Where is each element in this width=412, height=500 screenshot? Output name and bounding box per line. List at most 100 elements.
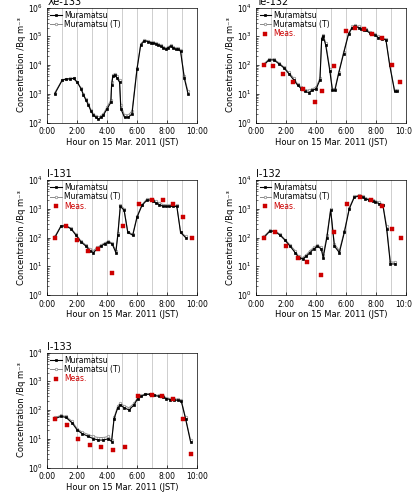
Muramatsu	[332, 88, 337, 94]
Muramatsu (T)	[367, 196, 372, 202]
Muramatsu (T)	[134, 213, 139, 219]
Muramatsu (T)	[262, 61, 267, 67]
Meas.	[171, 396, 176, 402]
Muramatsu (T)	[80, 429, 85, 435]
Meas.	[361, 26, 366, 32]
Muramatsu	[115, 404, 120, 410]
Muramatsu	[341, 50, 346, 56]
Meas.	[273, 230, 278, 235]
Muramatsu	[324, 234, 329, 240]
Meas.	[280, 70, 285, 76]
Meas.	[345, 200, 350, 206]
X-axis label: Hour on 15 Mar. 2011 (JST): Hour on 15 Mar. 2011 (JST)	[275, 310, 387, 319]
Muramatsu	[176, 46, 180, 52]
Muramatsu (T)	[110, 72, 115, 78]
Muramatsu	[148, 40, 153, 46]
Muramatsu	[138, 42, 143, 48]
Muramatsu (T)	[108, 97, 113, 103]
Muramatsu (T)	[178, 228, 183, 234]
Muramatsu (T)	[157, 392, 162, 398]
Meas.	[368, 197, 373, 203]
Muramatsu (T)	[113, 248, 118, 254]
Muramatsu (T)	[143, 390, 147, 396]
Muramatsu (T)	[306, 88, 311, 94]
Muramatsu (T)	[315, 242, 320, 248]
Text: I-133: I-133	[47, 342, 72, 351]
Muramatsu	[108, 100, 113, 105]
Muramatsu	[94, 114, 98, 120]
Muramatsu (T)	[393, 259, 398, 265]
Line: Meas.: Meas.	[53, 198, 194, 275]
Muramatsu	[380, 36, 385, 42]
Muramatsu	[153, 40, 158, 46]
Muramatsu (T)	[388, 259, 393, 265]
Muramatsu	[110, 74, 115, 80]
Muramatsu (T)	[295, 81, 300, 87]
Muramatsu (T)	[299, 84, 304, 90]
Muramatsu	[328, 68, 332, 74]
Muramatsu (T)	[185, 88, 190, 94]
Line: Muramatsu: Muramatsu	[262, 25, 398, 94]
Muramatsu (T)	[95, 244, 100, 250]
Muramatsu (T)	[321, 252, 325, 258]
Muramatsu	[356, 24, 361, 30]
Muramatsu	[372, 32, 377, 38]
Muramatsu (T)	[110, 240, 115, 246]
Muramatsu	[106, 239, 111, 245]
Muramatsu	[268, 228, 273, 234]
Meas.	[76, 436, 81, 442]
Muramatsu	[89, 108, 94, 114]
Muramatsu	[352, 24, 357, 30]
Muramatsu	[118, 204, 123, 210]
Muramatsu (T)	[370, 197, 375, 203]
Text: I-132: I-132	[256, 169, 281, 179]
Muramatsu	[52, 91, 57, 97]
Muramatsu (T)	[328, 206, 333, 212]
Muramatsu	[68, 226, 73, 232]
Muramatsu	[79, 86, 84, 91]
Legend: Muramatsu, Muramatsu (T): Muramatsu, Muramatsu (T)	[50, 10, 122, 29]
Muramatsu	[84, 97, 89, 103]
Meas.	[188, 451, 193, 457]
Muramatsu	[105, 106, 110, 112]
Meas.	[63, 223, 68, 229]
Legend: Muramatsu, Muramatsu (T), Meas.: Muramatsu, Muramatsu (T), Meas.	[50, 182, 122, 212]
Muramatsu	[63, 414, 68, 420]
Line: Muramatsu (T): Muramatsu (T)	[263, 194, 397, 264]
Muramatsu (T)	[75, 79, 80, 85]
Muramatsu	[122, 207, 126, 213]
Muramatsu (T)	[337, 248, 342, 254]
Muramatsu (T)	[134, 65, 139, 71]
Muramatsu (T)	[102, 240, 107, 246]
Meas.	[380, 204, 385, 210]
Muramatsu (T)	[129, 108, 134, 114]
Muramatsu (T)	[106, 238, 111, 244]
Muramatsu (T)	[101, 434, 106, 440]
Muramatsu	[59, 414, 63, 420]
Muramatsu (T)	[98, 113, 103, 119]
Meas.	[180, 416, 185, 422]
Muramatsu (T)	[318, 75, 323, 81]
Muramatsu	[392, 88, 397, 94]
Muramatsu	[300, 256, 305, 262]
Muramatsu	[131, 402, 136, 408]
Muramatsu (T)	[286, 70, 291, 75]
Muramatsu	[109, 82, 114, 88]
Muramatsu (T)	[118, 400, 123, 406]
Muramatsu	[370, 31, 375, 37]
Muramatsu	[81, 92, 86, 98]
Muramatsu (T)	[161, 202, 166, 207]
Muramatsu (T)	[377, 199, 382, 205]
Muramatsu (T)	[357, 192, 362, 198]
Muramatsu	[110, 241, 115, 247]
Muramatsu	[384, 226, 389, 232]
Muramatsu (T)	[178, 47, 183, 53]
Muramatsu	[319, 246, 324, 252]
Meas.	[122, 444, 127, 450]
Muramatsu (T)	[79, 238, 84, 244]
Muramatsu (T)	[336, 70, 341, 75]
Muramatsu (T)	[341, 49, 346, 55]
Muramatsu	[323, 42, 328, 48]
Meas.	[319, 272, 324, 278]
Muramatsu (T)	[367, 29, 372, 35]
